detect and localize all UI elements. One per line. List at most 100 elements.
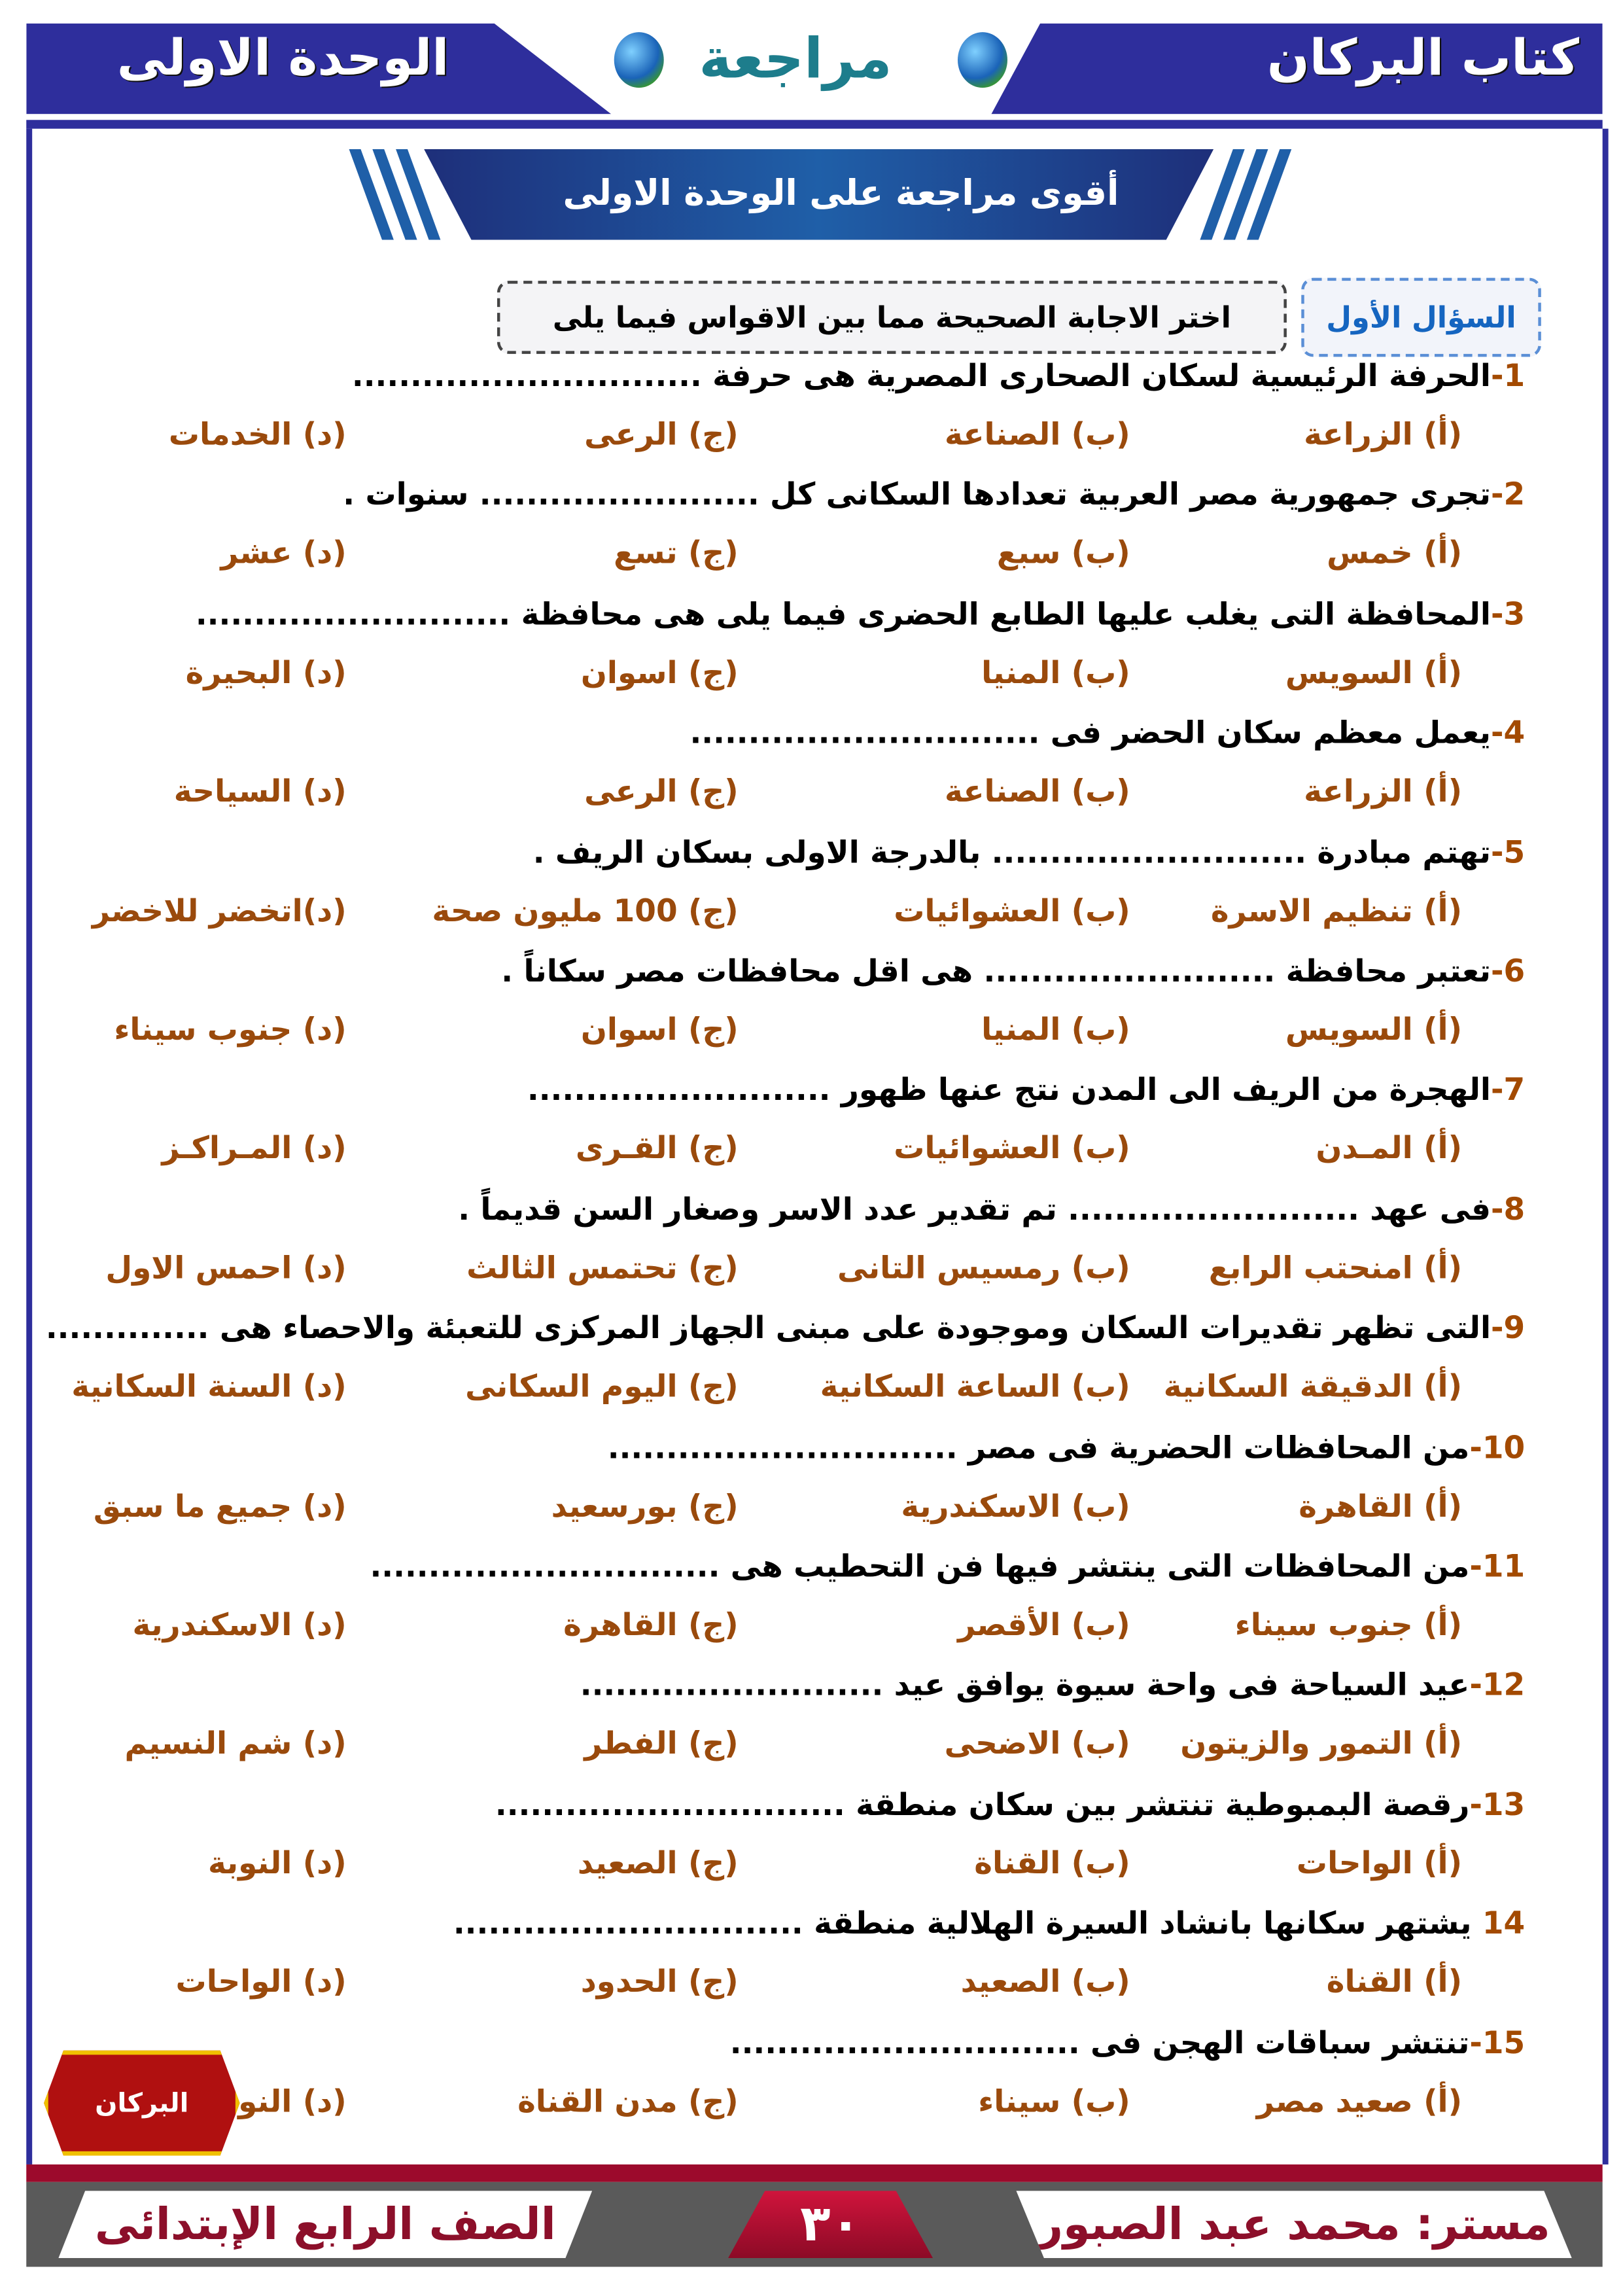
question-10: 10-من المحافظات الحضرية فى مصر .........… (608, 1430, 1525, 1465)
answer-option[interactable]: (أ) تنظيم الاسرة (1210, 892, 1463, 928)
answer-option[interactable]: (د) الاسكندرية (132, 1607, 347, 1643)
answer-option[interactable]: (أ) الزراعة (1304, 773, 1463, 809)
answer-option[interactable]: (ج) الفطر (584, 1726, 739, 1761)
answer-option[interactable]: (ج) مدن القناة (517, 2083, 739, 2119)
answer-option[interactable]: (ب) المنيا (981, 1012, 1130, 1048)
answer-option[interactable]: (ب) الصناعة (945, 773, 1130, 809)
answer-option[interactable]: (ج) القـرى (575, 1131, 739, 1167)
question-text: تجرى جمهورية مصر العربية تعدادها السكانى… (343, 477, 1492, 513)
answer-option[interactable]: (د) السياحة (173, 773, 347, 809)
answer-option[interactable]: (ب) العشوائيات (894, 1131, 1130, 1167)
question-number: 7 (1503, 1072, 1526, 1108)
answer-option[interactable]: (ب) العشوائيات (894, 892, 1130, 928)
question-number: 10 (1482, 1430, 1526, 1465)
answer-option[interactable]: (ج) الصعيد (577, 1845, 739, 1881)
question-number: 1 (1503, 358, 1526, 394)
answer-option[interactable]: (أ) التمور والزيتون (1180, 1726, 1463, 1761)
answer-option[interactable]: (أ) الواحات (1296, 1845, 1463, 1881)
answer-option[interactable]: (د) البحيرة (185, 654, 347, 690)
question-number: 2 (1503, 477, 1526, 513)
answer-option[interactable]: (ب) الاسكندرية (901, 1488, 1130, 1524)
book-title: كتاب البركان (1266, 29, 1579, 88)
answer-option[interactable]: (ج) الحدود (580, 1964, 739, 2000)
answer-option[interactable]: (د)اتخضر للاخضر (92, 892, 347, 928)
question-4: 4-يعمل معظم سكان الحضر فى ..............… (689, 715, 1525, 751)
answer-option[interactable]: (ج) تحتمس الثالث (466, 1250, 739, 1286)
answer-option[interactable]: (ب) الصعيد (960, 1964, 1130, 2000)
answer-option[interactable]: (ب) المنيا (981, 654, 1130, 690)
answer-option[interactable]: (د) الواحات (175, 1964, 347, 2000)
answer-option[interactable]: (د) النوبة (207, 1845, 347, 1881)
answer-option[interactable]: (أ) القناة (1326, 1964, 1463, 2000)
globe-icon (957, 32, 1007, 88)
answer-option[interactable]: (ب) الأقصر (958, 1607, 1130, 1643)
answer-option[interactable]: (د) المـراكـز (162, 1131, 347, 1167)
header-book-panel (991, 23, 1603, 115)
question-number-dash: - (1491, 358, 1504, 394)
answer-option[interactable]: (أ) السويس (1285, 654, 1463, 690)
question-6: 6-تعتبر محافظة .........................… (501, 953, 1525, 989)
banner-title: أقوى مراجعة على الوحدة الاولى (563, 172, 1119, 214)
answer-option[interactable]: (ج) الرعى (584, 417, 739, 452)
question-number: 15 (1482, 2024, 1526, 2060)
answer-option[interactable]: (ج) الرعى (584, 773, 739, 809)
answer-option[interactable]: (د) السنة السكانية (71, 1369, 347, 1405)
answer-option[interactable]: (ج) اليوم السكانى (465, 1369, 739, 1405)
question-14: 14 يشتهر سكانها بانشاد السيرة الهلالية م… (453, 1906, 1525, 1941)
answer-option[interactable]: (أ) خمس (1327, 535, 1463, 571)
answer-option[interactable]: (أ) صعيد مصر (1256, 2083, 1463, 2119)
question-number-dash: - (1491, 953, 1504, 989)
answer-option[interactable]: (د) الخدمات (168, 417, 347, 452)
answer-option[interactable]: (ج) بورسعيد (551, 1488, 739, 1524)
question-number-dash: - (1491, 596, 1504, 632)
page-number: ٣٠ (728, 2191, 933, 2258)
footer-red-bar (26, 2164, 1603, 2182)
answer-option[interactable]: (أ) السويس (1285, 1012, 1463, 1048)
question-text: تعتبر محافظة ......................... ه… (501, 953, 1492, 989)
question-number-dash: - (1469, 1430, 1482, 1465)
answer-option[interactable]: (ج) اسوان (580, 654, 739, 690)
question-text: التى تظهر تقديرات السكان وموجودة على مبن… (45, 1311, 1492, 1346)
question-number-dash: - (1469, 1548, 1482, 1584)
answer-option[interactable]: (ب) سبع (996, 535, 1130, 571)
title-banner (424, 149, 1214, 240)
answer-option[interactable]: (ب) الاضحى (944, 1726, 1130, 1761)
answer-option[interactable]: (ج) القاهرة (563, 1607, 739, 1643)
answer-option[interactable]: (أ) جنوب سيناء (1234, 1607, 1463, 1643)
question-text: تنتشر سباقات الهجن فى ..................… (729, 2024, 1470, 2060)
question-number: 14 (1482, 1905, 1526, 1941)
question-text: يعمل معظم سكان الحضر فى ................… (689, 715, 1492, 751)
volcano-logo-badge: البركان (44, 2050, 240, 2156)
unit-title: الوحدة الاولى (116, 29, 449, 88)
question-text: عيد السياحة فى واحة سيوة يوافق عيد .....… (580, 1667, 1470, 1703)
answer-option[interactable]: (د) عشر (220, 535, 347, 571)
question-number-dash: - (1491, 1072, 1504, 1108)
answer-option[interactable]: (ج) 100 مليون صحة (432, 892, 739, 928)
answer-option[interactable]: (أ) الدقيقة السكانية (1163, 1369, 1463, 1405)
answer-option[interactable]: (د) جنوب سيناء (114, 1012, 347, 1048)
question-text: رقصة البمبوطية تنتشر بين سكان منطقة ....… (495, 1786, 1470, 1822)
question-number: 9 (1503, 1311, 1526, 1346)
answer-option[interactable]: (ب) سيناء (978, 2083, 1130, 2119)
answer-option[interactable]: (ب) الصناعة (945, 417, 1130, 452)
answer-option[interactable]: (د) شم النسيم (124, 1726, 347, 1761)
answer-option[interactable]: (ج) تسع (614, 535, 739, 571)
section-instruction: اختر الاجابة الصحيحة مما بين الاقواس فيم… (497, 281, 1287, 354)
answer-option[interactable]: (أ) الزراعة (1304, 417, 1463, 452)
answer-option[interactable]: (ب) الساعة السكانية (820, 1369, 1130, 1405)
question-7: 7-الهجرة من الريف الى المدن نتج عنها ظهو… (527, 1072, 1525, 1108)
answer-option[interactable]: (ب) القناة (974, 1845, 1130, 1881)
answer-option[interactable]: (أ) امنحتب الرابع (1208, 1250, 1463, 1286)
answer-option[interactable]: (ب) رمسيس التانى (837, 1250, 1130, 1286)
question-text: فى عهد ......................... تم تقدي… (458, 1192, 1492, 1227)
question-text: الحرفة الرئيسية لسكان الصحارى المصرية هى… (351, 358, 1492, 394)
answer-option[interactable]: (ج) اسوان (580, 1012, 739, 1048)
question-number-dash: - (1491, 1311, 1504, 1346)
answer-option[interactable]: (د) جميع ما سبق (93, 1488, 347, 1524)
question-text: المحافظة التى يغلب عليها الطابع الحضرى ف… (195, 596, 1492, 632)
answer-option[interactable]: (أ) القاهرة (1299, 1488, 1463, 1524)
question-number-dash: - (1491, 834, 1504, 870)
globe-icon (614, 32, 664, 88)
answer-option[interactable]: (أ) المـدن (1316, 1131, 1463, 1167)
answer-option[interactable]: (د) احمس الاول (105, 1250, 347, 1286)
